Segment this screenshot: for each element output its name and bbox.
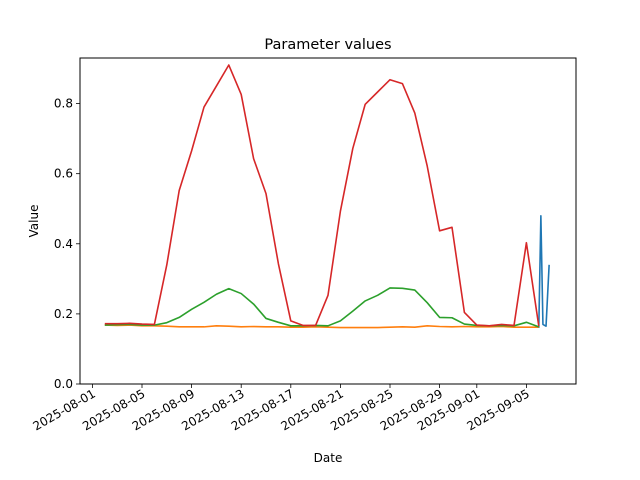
- series-line-3: [104, 64, 540, 327]
- plot-frame: [79, 57, 577, 385]
- series-line-1: [104, 324, 539, 329]
- x-axis-label: Date: [314, 451, 343, 465]
- y-tick-label: 0.0: [54, 377, 73, 391]
- y-axis-ticks: 0.0 0.2 0.4 0.6 0.8: [54, 97, 80, 391]
- y-axis-label: Value: [27, 205, 41, 238]
- series-line-2: [104, 287, 540, 328]
- series-lines: [104, 64, 550, 329]
- y-tick-label: 0.2: [54, 307, 73, 321]
- series-line-0: [538, 214, 550, 328]
- chart-title: Parameter values: [264, 37, 391, 53]
- y-tick-label: 0.6: [54, 167, 73, 181]
- y-tick-label: 0.4: [54, 237, 73, 251]
- y-tick-label: 0.8: [54, 97, 73, 111]
